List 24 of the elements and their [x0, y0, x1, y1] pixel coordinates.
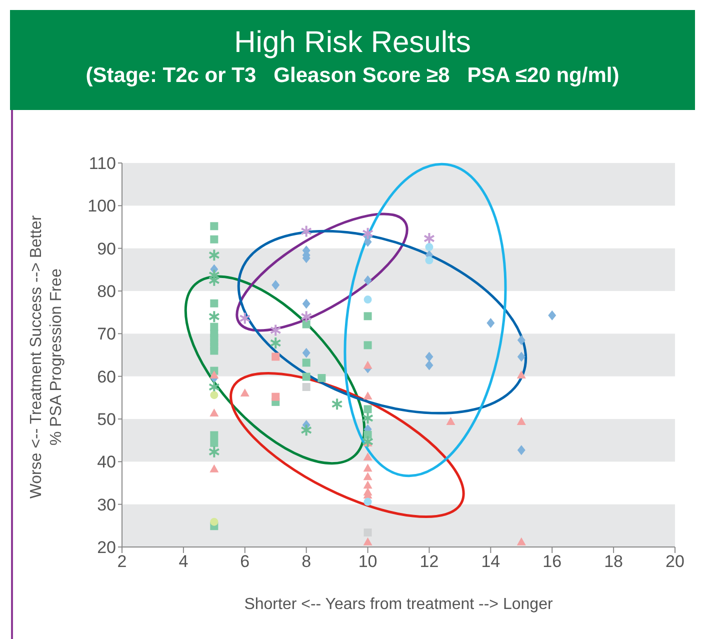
- x-axis-title: Shorter <-- Years from treatment --> Longer: [244, 596, 554, 613]
- x-tick-label: 12: [420, 552, 439, 572]
- y-tick-label: 110: [88, 154, 116, 174]
- x-tick-label: 8: [302, 552, 312, 572]
- y-axis-title: Worse <-- Treatment Success --> Better % PSA Progression Free: [28, 214, 65, 499]
- y-tick-label: 20: [97, 538, 116, 558]
- y-tick-label: 30: [97, 495, 116, 514]
- y-tick-label: 90: [97, 239, 116, 258]
- y-tick-label: 50: [97, 410, 116, 430]
- x-tick-label: 18: [604, 552, 624, 572]
- chart-subtitle: (Stage: T2c or T3 Gleason Score ≥8 PSA ≤20 ng/ml): [84, 64, 620, 88]
- x-tick-label: 6: [240, 552, 250, 572]
- x-tick-label: 14: [481, 552, 500, 572]
- x-tick-label: 16: [542, 552, 562, 572]
- y-tick-label: 60: [97, 367, 116, 386]
- y-tick-label: 40: [97, 452, 116, 472]
- x-tick-label: 20: [666, 552, 684, 572]
- chart-title: High Risk Results: [233, 26, 472, 60]
- y-tick-label: 80: [97, 282, 116, 302]
- x-tick-label: 10: [358, 552, 378, 572]
- y-tick-label: 70: [97, 324, 116, 344]
- x-tick-label: 2: [117, 552, 127, 572]
- y-tick-label: 100: [88, 196, 116, 216]
- x-tick-label: 4: [178, 552, 188, 572]
